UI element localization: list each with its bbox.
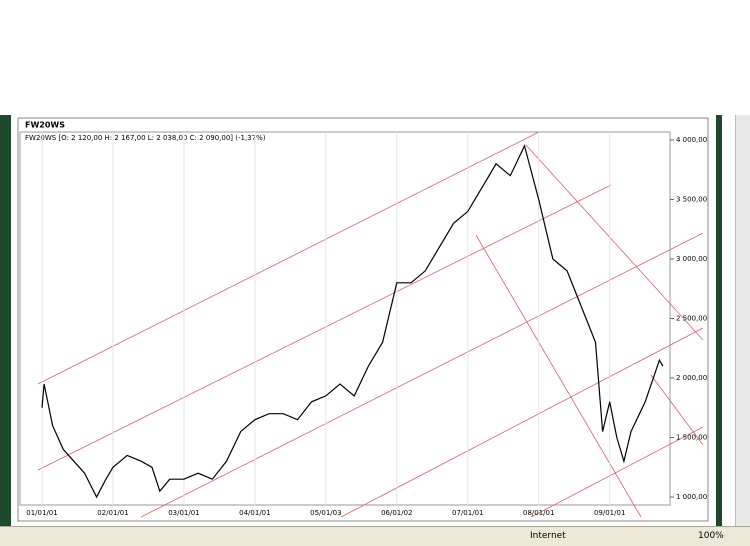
scrollbar[interactable] — [735, 115, 750, 526]
y-tick-label: 3 000,00 — [676, 255, 707, 263]
x-tick-label: 02/01/01 — [97, 509, 128, 517]
x-tick-label: 06/01/02 — [381, 509, 412, 517]
chart-subtitle: FW20WS [O: 2 120,00 H: 2 167,00 L: 2 038… — [25, 134, 266, 142]
chart-frame — [17, 117, 709, 522]
chart: FW20WS FW20WS [O: 2 120,00 H: 2 167,00 L… — [17, 117, 709, 522]
price-line — [41, 144, 664, 499]
y-tick-label: 1 500,00 — [676, 434, 707, 442]
y-tick-label: 4 000,00 — [676, 136, 707, 144]
x-tick-label: 07/01/01 — [452, 509, 483, 517]
x-tick-label: 04/01/01 — [239, 509, 270, 517]
y-tick-label: 2 000,00 — [676, 374, 707, 382]
y-tick-label: 2 500,00 — [676, 315, 707, 323]
y-tick-label: 1 000,00 — [676, 493, 707, 501]
x-tick-label: 03/01/01 — [168, 509, 199, 517]
status-zone: Internet — [530, 531, 566, 541]
x-tick-label: 08/01/01 — [523, 509, 554, 517]
chart-title: FW20WS — [25, 121, 65, 130]
y-tick-label: 3 500,00 — [676, 195, 707, 203]
x-tick-label: 05/01/03 — [310, 509, 341, 517]
status-bar: Internet 100% — [0, 526, 750, 546]
window-frame — [0, 115, 11, 526]
x-tick-label: 09/01/01 — [594, 509, 625, 517]
window-frame — [716, 115, 722, 526]
zoom-level[interactable]: 100% — [698, 531, 724, 541]
x-tick-label: 01/01/01 — [26, 509, 57, 517]
